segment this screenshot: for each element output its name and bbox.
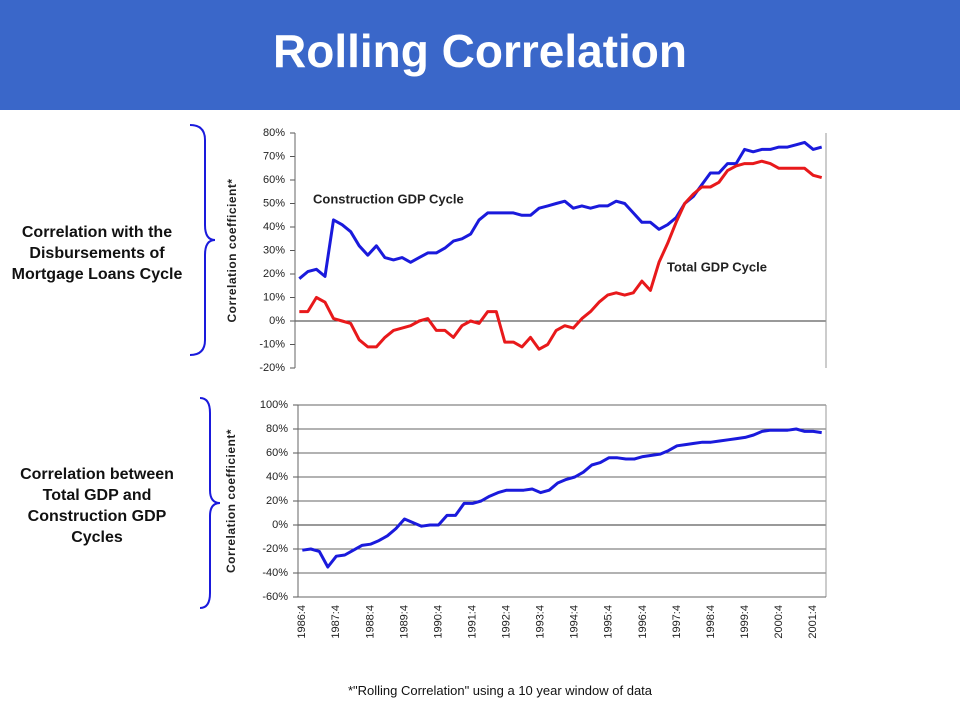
y-tick-label: 50%	[263, 197, 285, 209]
x-tick-label: 1990:4	[432, 605, 444, 639]
y-tick-label: 80%	[263, 127, 285, 139]
y-tick-label: 0%	[269, 315, 285, 327]
y-tick-label: 70%	[263, 150, 285, 162]
y-tick-label: 40%	[266, 471, 288, 483]
series-line	[299, 159, 823, 351]
y-tick-label: 10%	[263, 291, 285, 303]
y-tick-label: 40%	[263, 221, 285, 233]
x-tick-label: 1998:4	[705, 605, 717, 639]
y-axis-title: Correlation coefficient*	[225, 178, 239, 322]
x-tick-label: 1988:4	[364, 605, 376, 639]
y-tick-label: 20%	[266, 495, 288, 507]
y-tick-label: 80%	[266, 423, 288, 435]
y-tick-label: 60%	[266, 447, 288, 459]
y-tick-label: -10%	[259, 338, 285, 350]
x-tick-label: 1994:4	[569, 605, 581, 639]
x-tick-label: 1999:4	[739, 605, 751, 639]
brace	[189, 124, 216, 356]
y-tick-label: -40%	[262, 567, 288, 579]
x-tick-label: 1992:4	[501, 605, 513, 639]
slide-title: Rolling Correlation	[273, 25, 687, 77]
x-tick-label: 1989:4	[398, 605, 410, 639]
series-label: Construction GDP Cycle	[313, 191, 464, 206]
panel-label: Correlation with the Disbursements of Mo…	[11, 224, 183, 283]
panel-label: Correlation between Total GDP and Constr…	[20, 466, 174, 546]
series-label: Total GDP Cycle	[667, 259, 767, 274]
series-line	[302, 427, 822, 569]
x-tick-label: 1997:4	[671, 605, 683, 639]
y-tick-label: -60%	[262, 591, 288, 603]
series-line	[298, 140, 823, 280]
y-tick-label: -20%	[259, 362, 285, 374]
x-tick-label: 2000:4	[773, 605, 785, 639]
y-tick-label: 100%	[260, 399, 288, 411]
header-bar	[0, 0, 960, 110]
x-tick-label: 1991:4	[466, 605, 478, 639]
y-tick-label: 0%	[272, 519, 288, 531]
brace	[199, 397, 221, 609]
y-axis-title: Correlation coefficient*	[224, 429, 238, 573]
x-tick-label: 1987:4	[330, 605, 342, 639]
x-tick-label: 1986:4	[296, 605, 308, 639]
x-tick-label: 1996:4	[637, 605, 649, 639]
y-tick-label: -20%	[262, 543, 288, 555]
x-tick-label: 1995:4	[603, 605, 615, 639]
x-tick-label: 1993:4	[535, 605, 547, 639]
y-tick-label: 60%	[263, 174, 285, 186]
footnote: *"Rolling Correlation" using a 10 year w…	[347, 683, 653, 698]
y-tick-label: 20%	[263, 268, 285, 280]
x-tick-label: 2001:4	[807, 605, 819, 639]
y-tick-label: 30%	[263, 244, 285, 256]
